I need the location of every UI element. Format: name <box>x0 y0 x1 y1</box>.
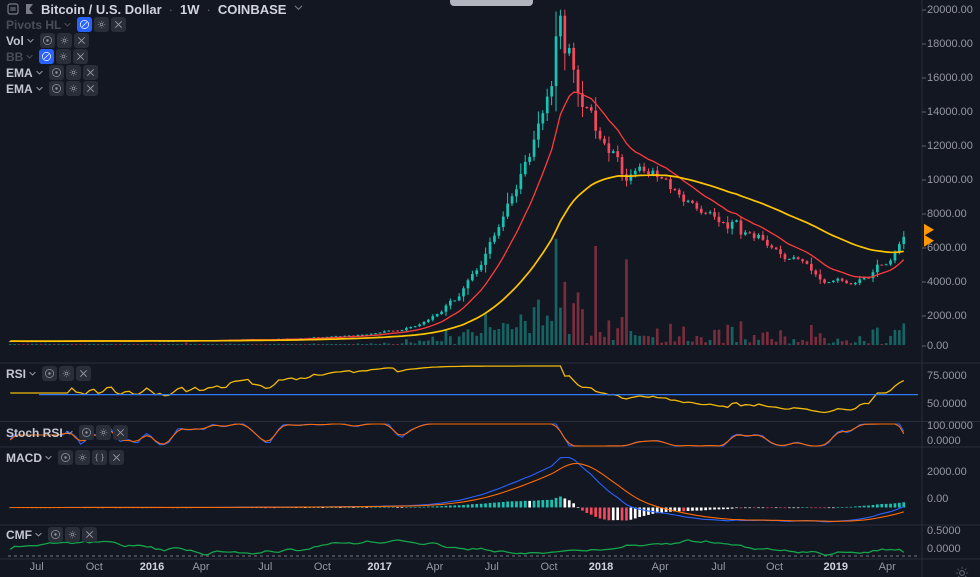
svg-text:50.0000: 50.0000 <box>927 398 967 410</box>
svg-text:2000.00: 2000.00 <box>927 310 967 322</box>
svg-text:Jul: Jul <box>485 561 499 573</box>
svg-text:12000.00: 12000.00 <box>927 140 973 152</box>
svg-text:2016: 2016 <box>140 561 164 573</box>
svg-text:Oct: Oct <box>86 561 103 573</box>
svg-text:18000.00: 18000.00 <box>927 38 973 50</box>
svg-text:0.00: 0.00 <box>927 340 948 352</box>
svg-text:6000.00: 6000.00 <box>927 242 967 254</box>
svg-text:2000.00: 2000.00 <box>927 466 967 478</box>
svg-text:Apr: Apr <box>879 561 896 573</box>
svg-text:75.0000: 75.0000 <box>927 370 967 382</box>
svg-text:20000.00: 20000.00 <box>927 4 973 16</box>
svg-text:16000.00: 16000.00 <box>927 72 973 84</box>
svg-text:2018: 2018 <box>589 561 613 573</box>
svg-text:0.5000: 0.5000 <box>927 525 961 537</box>
svg-text:0.0000: 0.0000 <box>927 435 961 447</box>
svg-text:2019: 2019 <box>824 561 848 573</box>
svg-text:Jul: Jul <box>711 561 725 573</box>
svg-text:0.00: 0.00 <box>927 493 948 505</box>
svg-text:Jul: Jul <box>30 561 44 573</box>
svg-text:Oct: Oct <box>540 561 557 573</box>
svg-text:Apr: Apr <box>426 561 443 573</box>
svg-text:2017: 2017 <box>367 561 391 573</box>
svg-text:14000.00: 14000.00 <box>927 106 973 118</box>
svg-text:100.0000: 100.0000 <box>927 420 973 432</box>
svg-text:Apr: Apr <box>192 561 209 573</box>
svg-text:Oct: Oct <box>766 561 783 573</box>
svg-text:Jul: Jul <box>258 561 272 573</box>
svg-text:10000.00: 10000.00 <box>927 174 973 186</box>
svg-text:Oct: Oct <box>314 561 331 573</box>
svg-text:0.0000: 0.0000 <box>927 543 961 555</box>
svg-text:Apr: Apr <box>652 561 669 573</box>
svg-text:8000.00: 8000.00 <box>927 208 967 220</box>
svg-text:4000.00: 4000.00 <box>927 276 967 288</box>
